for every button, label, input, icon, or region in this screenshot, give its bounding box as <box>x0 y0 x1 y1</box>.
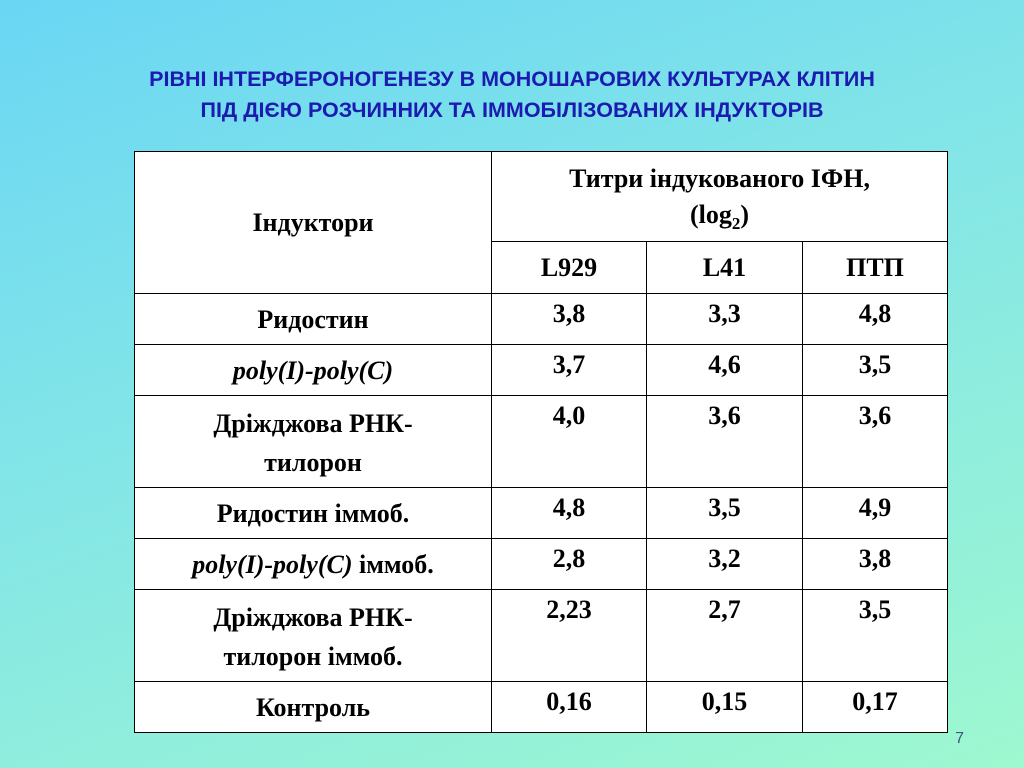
table-cell: 0,17 <box>801 681 949 733</box>
table-row: Ридостин іммоб. 4,8 3,5 4,9 <box>134 487 949 539</box>
header-titers: Титри індукованого ІФН, (log2) <box>490 151 949 242</box>
table-cell: 2,8 <box>491 538 647 590</box>
table-cell: 3,7 <box>491 344 647 396</box>
header-titers-close: ) <box>740 199 750 229</box>
table-cell: 4,9 <box>801 487 949 539</box>
slide-title: РІВНІ ІНТЕРФЕРОНОГЕНЕЗУ В МОНОШАРОВИХ КУ… <box>0 64 1024 126</box>
row-label: Дріжджова РНК- тилорон іммоб. <box>134 589 492 682</box>
table-row: poly(I)-poly(C) іммоб. 2,8 3,2 3,8 <box>134 538 949 590</box>
header-titers-line-1: Титри індукованого ІФН, <box>569 163 870 193</box>
column-header-l41: L41 <box>646 241 803 294</box>
column-header-ptp: ПТП <box>801 241 949 294</box>
slide-title-line-2: ПІД ДІЄЮ РОЗЧИННИХ ТА ІММОБІЛІЗОВАНИХ ІН… <box>200 98 824 122</box>
row-label: Ридостин <box>134 293 492 345</box>
row-label-italic: poly(I)-poly(C) <box>192 550 353 579</box>
table-cell: 3,8 <box>491 293 647 345</box>
header-inductors: Індуктори <box>134 151 492 294</box>
table-cell: 3,5 <box>801 589 949 682</box>
row-label-line-2: тилорон <box>264 448 362 477</box>
row-label: poly(I)-poly(C) іммоб. <box>134 538 492 590</box>
table-cell: 3,6 <box>801 395 949 488</box>
table-row: Ридостин 3,8 3,3 4,8 <box>134 293 949 345</box>
table-cell: 0,15 <box>646 681 803 733</box>
table-cell: 4,8 <box>491 487 647 539</box>
table-row: Дріжджова РНК- тилорон 4,0 3,6 3,6 <box>134 395 949 488</box>
table-cell: 2,7 <box>646 589 803 682</box>
table-cell: 4,6 <box>646 344 803 396</box>
table-cell: 2,23 <box>491 589 647 682</box>
header-titers-open: (log <box>689 199 732 229</box>
row-label: Дріжджова РНК- тилорон <box>134 395 492 488</box>
table-cell: 3,8 <box>801 538 949 590</box>
table-cell: 4,0 <box>491 395 647 488</box>
interferon-titers-table: Індуктори Титри індукованого ІФН, (log2)… <box>134 151 949 733</box>
header-titers-subscript: 2 <box>731 213 741 233</box>
table-cell: 3,6 <box>646 395 803 488</box>
table-row: poly(I)-poly(C) 3,7 4,6 3,5 <box>134 344 949 396</box>
table-row: Контроль 0,16 0,15 0,17 <box>134 681 949 733</box>
page-number: 7 <box>955 730 964 747</box>
row-label: Контроль <box>134 681 492 733</box>
table-cell: 3,2 <box>646 538 803 590</box>
table-row: Дріжджова РНК- тилорон іммоб. 2,23 2,7 3… <box>134 589 949 682</box>
row-label-line-1: Дріжджова РНК- <box>213 603 413 632</box>
slide-title-line-1: РІВНІ ІНТЕРФЕРОНОГЕНЕЗУ В МОНОШАРОВИХ КУ… <box>149 67 875 91</box>
table-cell: 0,16 <box>491 681 647 733</box>
table-cell: 3,5 <box>801 344 949 396</box>
row-label: poly(I)-poly(C) <box>134 344 492 396</box>
row-label-line-1: Дріжджова РНК- <box>213 409 413 438</box>
column-header-l929: L929 <box>491 241 647 294</box>
row-label-suffix: іммоб. <box>352 550 434 579</box>
table-cell: 3,5 <box>646 487 803 539</box>
row-label-line-2: тилорон іммоб. <box>223 642 403 671</box>
table-cell: 3,3 <box>646 293 803 345</box>
table-cell: 4,8 <box>801 293 949 345</box>
row-label: Ридостин іммоб. <box>134 487 492 539</box>
